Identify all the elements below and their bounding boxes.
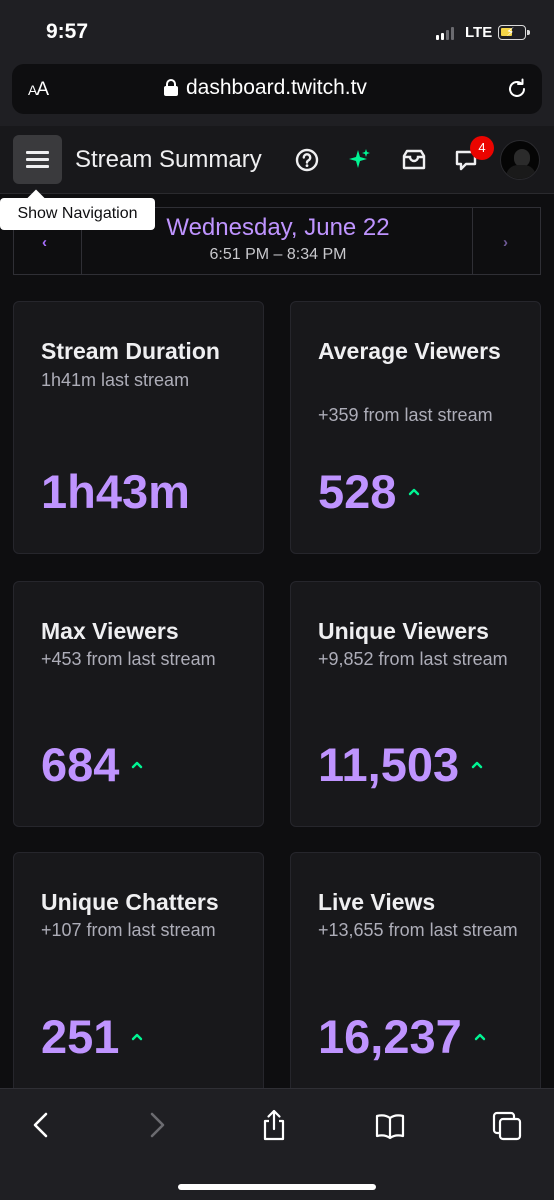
page-title: Stream Summary bbox=[75, 146, 262, 173]
stat-value: 528 bbox=[318, 464, 420, 519]
stat-card-unique-chatters: Unique Chatters +107 from last stream 25… bbox=[13, 852, 264, 1112]
home-indicator bbox=[178, 1184, 376, 1190]
text-size-button[interactable]: AA bbox=[28, 79, 49, 100]
inbox-icon[interactable] bbox=[400, 146, 428, 174]
stat-value-text: 11,503 bbox=[318, 738, 460, 791]
back-icon[interactable] bbox=[26, 1109, 56, 1141]
stat-card-average-viewers: Average Viewers +359 from last stream 52… bbox=[290, 301, 541, 554]
stat-value: 16,237 bbox=[318, 1009, 486, 1064]
tabs-icon[interactable] bbox=[492, 1109, 522, 1141]
bookmarks-icon[interactable] bbox=[375, 1109, 405, 1141]
notification-badge: 4 bbox=[470, 136, 494, 160]
stat-card-stream-duration: Stream Duration 1h41m last stream 1h43m bbox=[13, 301, 264, 554]
status-bar: 9:57 LTE ⚡ bbox=[0, 0, 554, 62]
stat-subtitle: +13,655 from last stream bbox=[318, 920, 518, 940]
stat-value-text: 684 bbox=[41, 738, 120, 791]
dashboard-top-nav: Stream Summary 4 bbox=[0, 126, 554, 194]
stat-subtitle: +9,852 from last stream bbox=[318, 649, 508, 669]
share-icon[interactable] bbox=[259, 1109, 289, 1141]
stat-subtitle: +359 from last stream bbox=[318, 405, 493, 425]
stat-card-max-viewers: Max Viewers +453 from last stream 684 bbox=[13, 581, 264, 827]
chevron-up-icon bbox=[474, 1033, 485, 1040]
chevron-up-icon bbox=[409, 488, 420, 495]
browser-toolbar bbox=[0, 1088, 554, 1200]
stat-subtitle: 1h41m last stream bbox=[41, 370, 190, 390]
chevron-up-icon bbox=[471, 761, 483, 768]
cellular-signal-icon bbox=[436, 27, 454, 40]
chevron-up-icon bbox=[132, 1033, 143, 1040]
stat-title: Live Views bbox=[318, 889, 436, 915]
stat-value: 684 bbox=[41, 737, 143, 792]
sparkle-icon[interactable] bbox=[345, 146, 373, 174]
stat-card-unique-viewers: Unique Viewers +9,852 from last stream 1… bbox=[290, 581, 541, 827]
reload-icon[interactable] bbox=[505, 77, 529, 101]
address-bar[interactable]: AA dashboard.twitch.tv bbox=[12, 64, 542, 114]
chevron-right-icon: › bbox=[503, 234, 508, 251]
stat-value-text: 1h43m bbox=[41, 465, 190, 518]
stat-subtitle: +453 from last stream bbox=[41, 649, 216, 669]
show-navigation-tooltip: Show Navigation bbox=[0, 198, 155, 230]
stat-subtitle: +107 from last stream bbox=[41, 920, 216, 940]
stat-title: Unique Chatters bbox=[41, 889, 219, 915]
previous-stream-button[interactable]: ‹ bbox=[14, 208, 82, 274]
stat-value: 251 bbox=[41, 1009, 143, 1064]
chevron-left-icon: ‹ bbox=[42, 234, 47, 251]
url-domain[interactable]: dashboard.twitch.tv bbox=[186, 76, 367, 99]
stat-title: Unique Viewers bbox=[318, 618, 489, 644]
battery-icon: ⚡ bbox=[498, 25, 530, 40]
network-type: LTE bbox=[465, 24, 493, 41]
lock-icon bbox=[164, 79, 178, 96]
stat-value-text: 528 bbox=[318, 465, 397, 518]
stream-date: Wednesday, June 22 bbox=[166, 214, 390, 241]
stat-card-live-views: Live Views +13,655 from last stream 16,2… bbox=[290, 852, 541, 1112]
stat-value: 1h43m bbox=[41, 464, 190, 519]
hamburger-menu-icon[interactable] bbox=[13, 135, 62, 184]
stat-title: Stream Duration bbox=[41, 338, 220, 364]
avatar[interactable] bbox=[500, 140, 540, 180]
stat-value-text: 251 bbox=[41, 1010, 120, 1063]
stat-title: Average Viewers bbox=[318, 338, 501, 364]
stream-time-range: 6:51 PM – 8:34 PM bbox=[209, 246, 347, 263]
question-mark-icon[interactable] bbox=[293, 146, 321, 174]
forward-icon[interactable] bbox=[142, 1109, 172, 1141]
stat-value-text: 16,237 bbox=[318, 1010, 462, 1063]
next-stream-button[interactable]: › bbox=[472, 208, 540, 274]
stat-title: Max Viewers bbox=[41, 618, 179, 644]
status-time: 9:57 bbox=[46, 20, 89, 43]
stat-value: 11,503 bbox=[318, 737, 483, 792]
browser-address-area: AA dashboard.twitch.tv bbox=[0, 62, 554, 126]
chevron-up-icon bbox=[132, 761, 143, 768]
